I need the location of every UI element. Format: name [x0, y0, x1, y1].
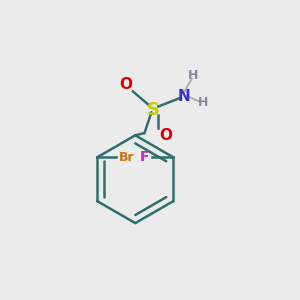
Text: H: H: [198, 97, 208, 110]
Text: F: F: [140, 150, 149, 164]
Text: S: S: [147, 101, 160, 119]
Text: O: O: [119, 77, 133, 92]
Text: N: N: [177, 88, 190, 104]
Text: H: H: [188, 69, 198, 82]
Text: Br: Br: [119, 151, 135, 164]
Text: O: O: [159, 128, 172, 143]
